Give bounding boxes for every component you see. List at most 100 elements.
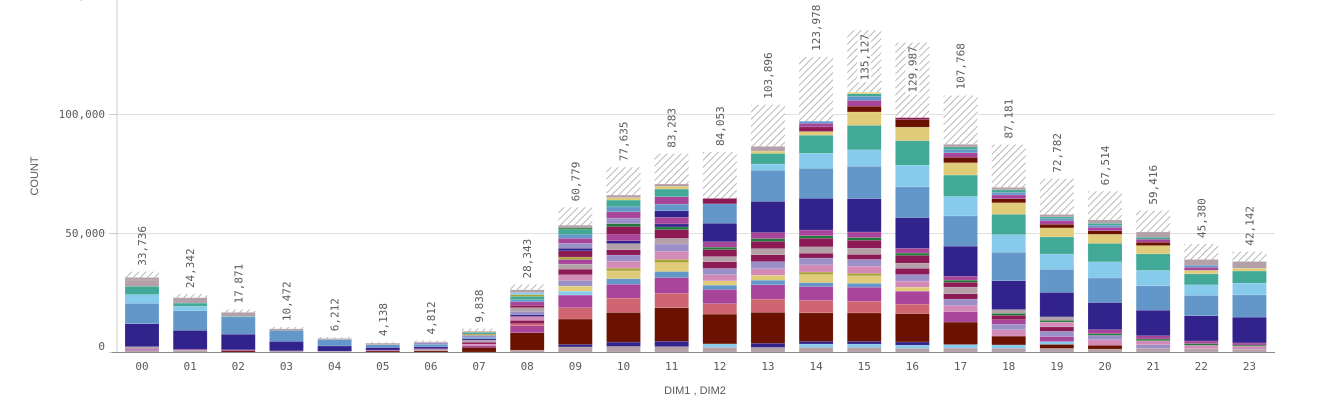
bar-segment[interactable] — [798, 246, 834, 254]
bar-segment[interactable] — [847, 254, 882, 260]
bar-segment[interactable] — [943, 276, 978, 281]
bar-segment[interactable] — [558, 256, 593, 260]
bar-segment[interactable] — [124, 346, 160, 350]
bar-23[interactable] — [1232, 251, 1267, 353]
bar-segment[interactable] — [461, 343, 497, 346]
bar-segment-others[interactable] — [606, 167, 641, 196]
bar-segment[interactable] — [124, 279, 160, 287]
bar-segment[interactable] — [558, 294, 593, 308]
bar-segment[interactable] — [895, 126, 930, 141]
bar-segment[interactable] — [461, 335, 497, 338]
bar-segment[interactable] — [847, 287, 882, 302]
bar-segment[interactable] — [606, 223, 641, 227]
bar-segment[interactable] — [1184, 259, 1219, 266]
bar-20[interactable] — [1087, 191, 1123, 353]
bar-segment[interactable] — [124, 286, 160, 295]
bar-segment[interactable] — [1135, 270, 1171, 287]
bar-segment[interactable] — [847, 275, 882, 284]
bar-segment[interactable] — [558, 274, 593, 281]
bar-segment[interactable] — [558, 229, 593, 235]
bar-segment[interactable] — [510, 307, 545, 312]
bar-segment[interactable] — [943, 298, 978, 306]
bar-segment[interactable] — [943, 286, 978, 294]
bar-segment[interactable] — [606, 267, 641, 272]
bar-segment[interactable] — [510, 314, 545, 317]
bar-segment[interactable] — [1039, 326, 1075, 332]
bar-segment[interactable] — [221, 350, 256, 353]
bar-segment[interactable] — [510, 332, 545, 351]
bar-segment[interactable] — [798, 257, 834, 266]
bar-segment[interactable] — [558, 234, 593, 239]
bar-segment[interactable] — [1135, 253, 1171, 271]
bar-segment[interactable] — [124, 277, 160, 281]
bar-segment[interactable] — [847, 259, 882, 267]
bar-segment[interactable] — [798, 168, 834, 199]
bar-segment[interactable] — [1039, 227, 1075, 238]
bar-segment[interactable] — [1039, 316, 1075, 321]
bar-segment[interactable] — [943, 311, 978, 323]
bar-segment[interactable] — [124, 303, 160, 324]
bar-segment[interactable] — [1184, 265, 1219, 268]
bar-segment[interactable] — [750, 232, 786, 239]
bar-segment[interactable] — [702, 261, 737, 269]
bar-segment[interactable] — [558, 318, 593, 345]
bar-segment[interactable] — [798, 235, 834, 239]
bar-segment[interactable] — [798, 152, 834, 169]
bar-segment[interactable] — [1039, 336, 1075, 342]
bar-segment[interactable] — [895, 140, 930, 166]
bar-segment[interactable] — [172, 306, 208, 311]
bar-segment[interactable] — [847, 341, 882, 345]
bar-segment[interactable] — [606, 243, 641, 250]
bar-segment-others[interactable] — [125, 271, 159, 278]
bar-segment[interactable] — [606, 270, 641, 279]
bar-segment[interactable] — [606, 284, 641, 299]
bar-segment[interactable] — [798, 347, 834, 353]
bar-segment[interactable] — [1232, 267, 1267, 272]
bar-segment[interactable] — [1087, 225, 1123, 228]
bar-segment-others[interactable] — [702, 151, 737, 199]
bar-segment[interactable] — [558, 243, 593, 249]
bar-segment[interactable] — [750, 238, 786, 242]
bar-segment[interactable] — [654, 277, 689, 294]
bar-segment[interactable] — [1039, 218, 1075, 221]
bar-segment[interactable] — [895, 117, 930, 120]
bar-segment[interactable] — [606, 298, 641, 313]
bar-segment[interactable] — [365, 347, 400, 351]
bar-segment[interactable] — [798, 131, 834, 136]
bar-segment[interactable] — [798, 312, 834, 342]
bar-segment[interactable] — [558, 248, 593, 252]
bar-segment[interactable] — [606, 194, 641, 198]
bar-segment[interactable] — [895, 255, 930, 264]
bar-segment[interactable] — [702, 284, 737, 290]
bar-segment[interactable] — [1039, 216, 1075, 219]
bar-segment[interactable] — [413, 349, 449, 351]
bar-segment[interactable] — [1039, 341, 1075, 345]
bar-segment[interactable] — [798, 198, 834, 231]
bar-segment[interactable] — [461, 339, 497, 343]
bar-segment-others[interactable] — [413, 340, 448, 342]
bar-segment-others[interactable] — [269, 327, 304, 329]
bar-06[interactable] — [413, 340, 449, 353]
bar-segment[interactable] — [461, 331, 497, 333]
bar-segment[interactable] — [750, 163, 786, 171]
bar-segment[interactable] — [269, 328, 304, 331]
bar-segment[interactable] — [413, 346, 449, 349]
bar-segment[interactable] — [943, 293, 978, 300]
bar-segment[interactable] — [750, 275, 786, 281]
bar-05[interactable] — [365, 342, 400, 353]
bar-segment[interactable] — [1184, 348, 1219, 353]
bar-segment[interactable] — [606, 312, 641, 343]
bar-segment-others[interactable] — [558, 207, 593, 226]
bar-segment-others[interactable] — [799, 56, 834, 122]
bar-segment[interactable] — [654, 217, 689, 225]
bar-segment[interactable] — [750, 248, 786, 255]
bar-segment[interactable] — [798, 134, 834, 154]
bar-segment-others[interactable] — [1232, 251, 1267, 262]
bar-segment[interactable] — [991, 234, 1026, 253]
bar-segment[interactable] — [847, 273, 882, 277]
bar-01[interactable] — [172, 294, 208, 353]
bar-segment[interactable] — [317, 338, 352, 340]
bar-segment[interactable] — [991, 192, 1026, 196]
bar-segment[interactable] — [269, 341, 304, 352]
bar-segment[interactable] — [847, 312, 882, 342]
